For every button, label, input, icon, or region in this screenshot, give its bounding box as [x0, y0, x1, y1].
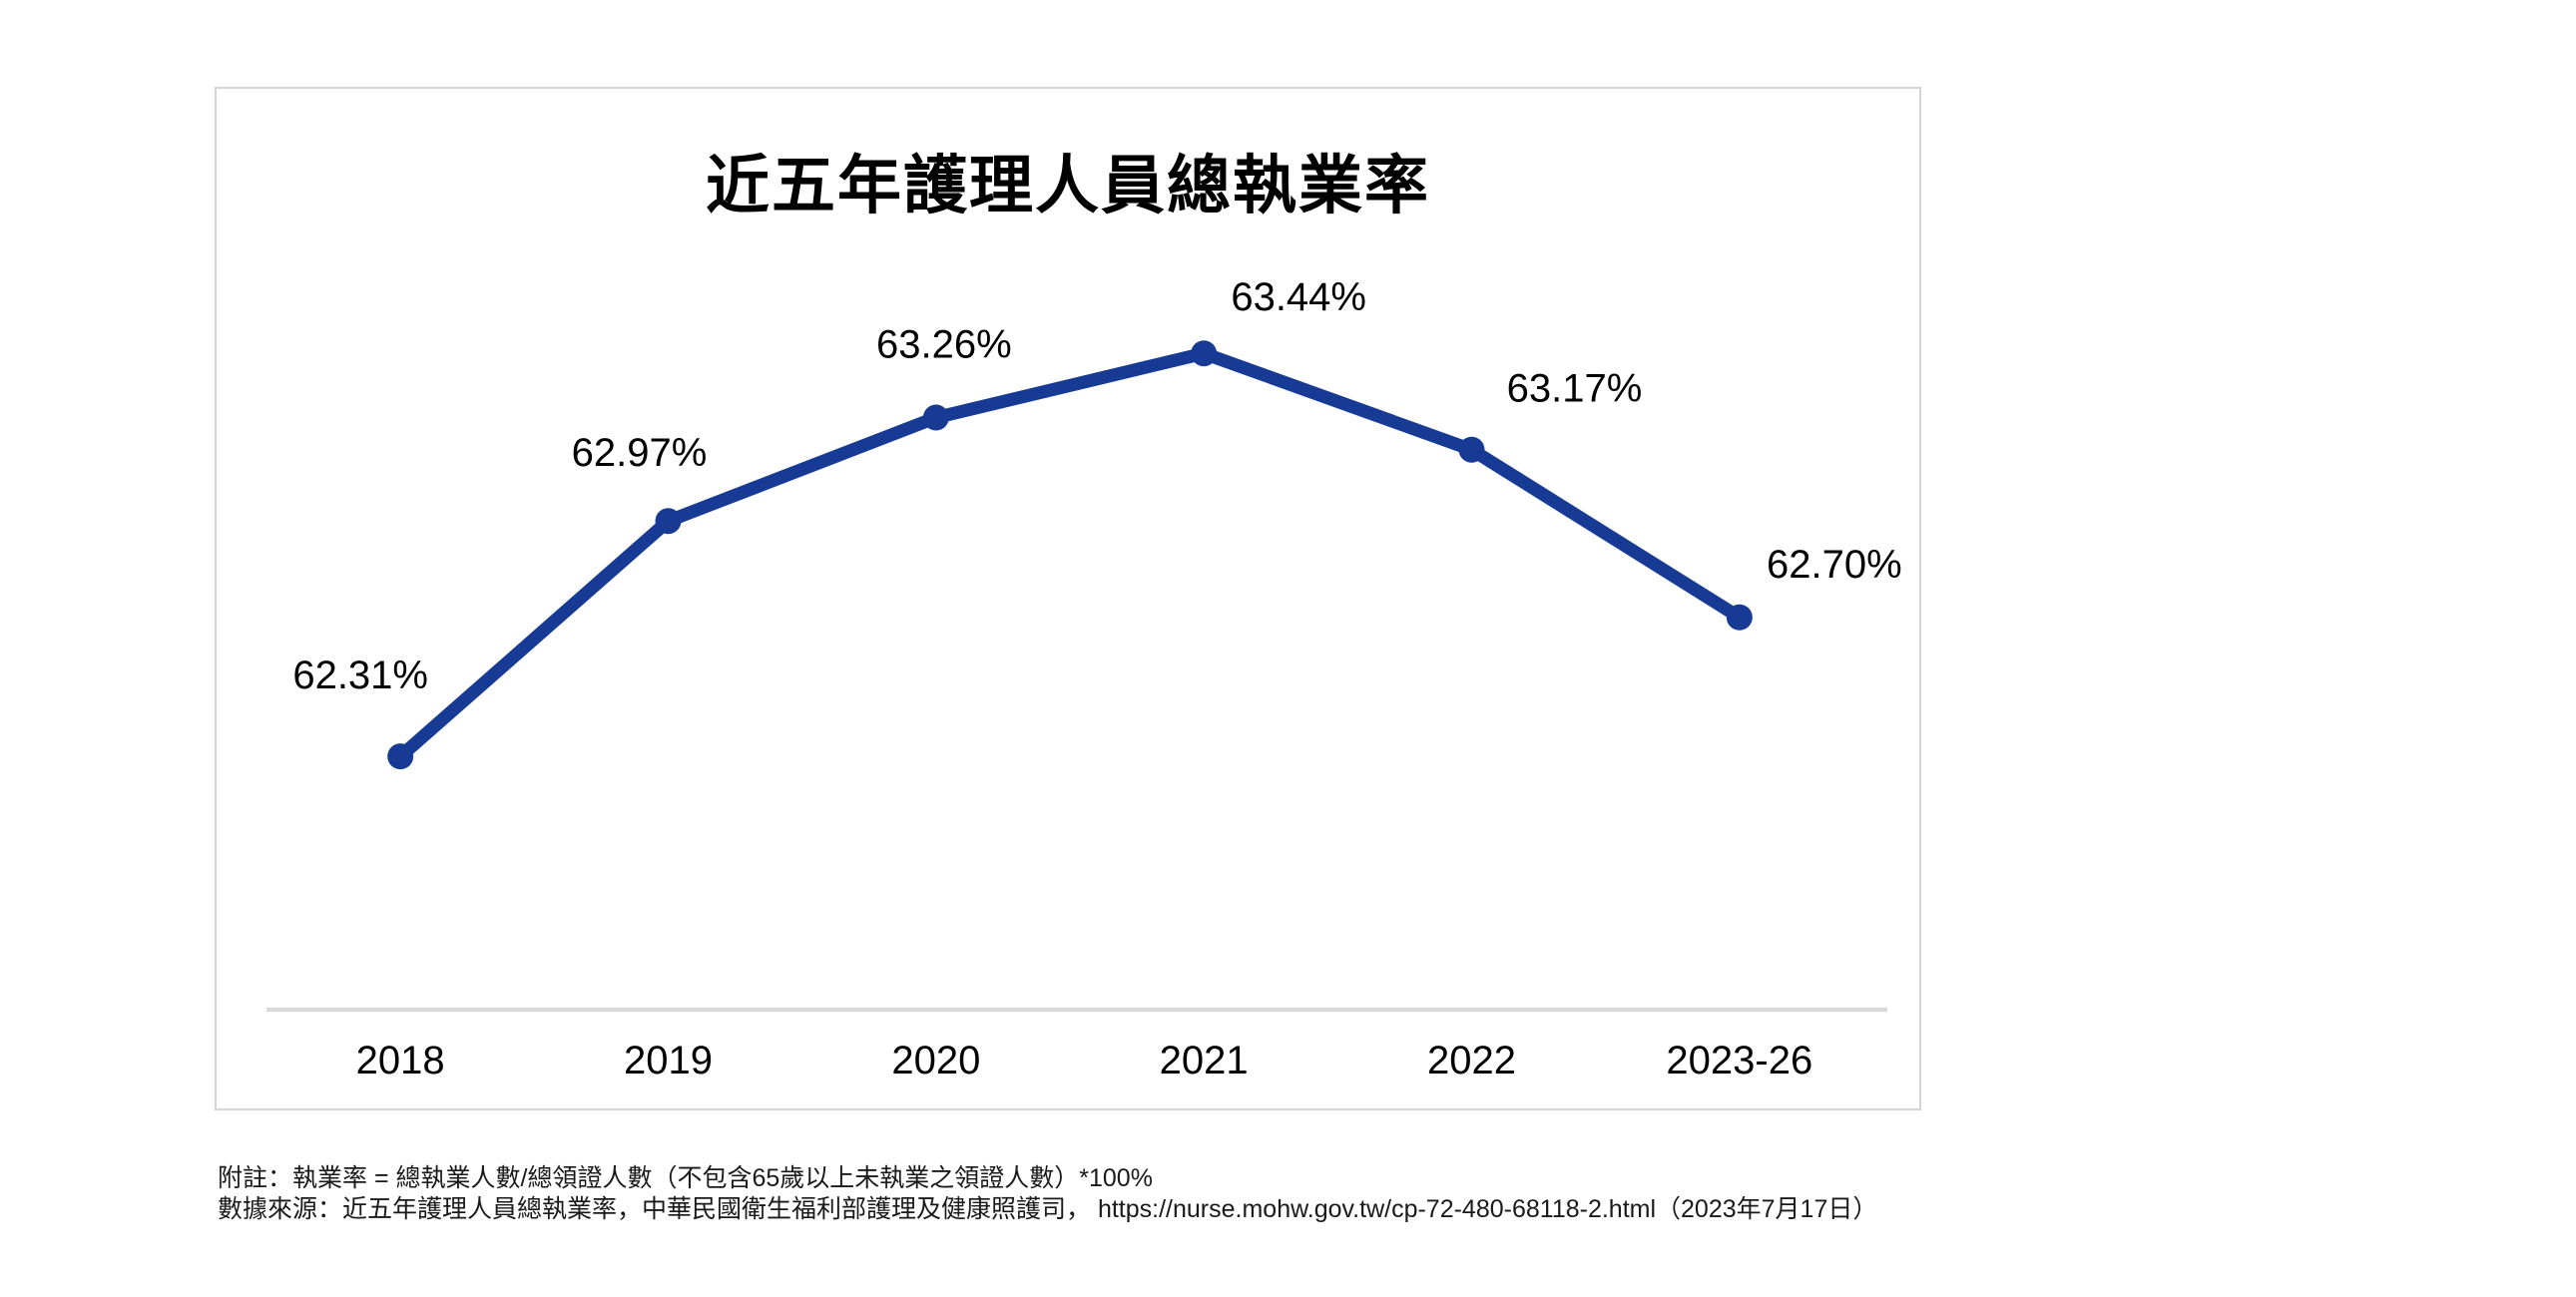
data-point: [1458, 436, 1485, 463]
footnote-definition: 附註：執業率 = 總執業人數/總領證人數（不包含65歲以上未執業之領證人數）*1…: [218, 1164, 1153, 1192]
data-point-label: 63.17%: [1507, 367, 1643, 411]
data-point-label: 62.31%: [292, 653, 428, 697]
data-point-label: 62.70%: [1767, 543, 1902, 587]
footnotes: 附註：執業率 = 總執業人數/總領證人數（不包含65歲以上未執業之領證人數）*1…: [218, 1163, 1877, 1225]
chart-title: 近五年護理人員總執業率: [706, 150, 1430, 221]
data-point: [922, 404, 949, 431]
x-axis-label: 2021: [1160, 1039, 1249, 1082]
series-line: [393, 346, 1747, 763]
x-axis-label: 2023-26: [1666, 1039, 1812, 1082]
x-axis-label: 2019: [624, 1039, 713, 1082]
data-point: [387, 743, 414, 770]
data-point-label: 63.26%: [876, 323, 1012, 367]
data-point: [655, 508, 682, 535]
footnote-source: 數據來源：近五年護理人員總執業率，中華民國衛生福利部護理及健康照護司， http…: [218, 1195, 1878, 1223]
line-chart: 62.31% 2018 62.97% 2019 63.26% 2020 63.44% 2021…: [266, 275, 1902, 1082]
x-axis-label: 2020: [891, 1039, 980, 1082]
data-point: [1726, 604, 1753, 631]
data-point: [1191, 340, 1218, 367]
x-axis-label: 2022: [1427, 1039, 1516, 1082]
x-axis-label: 2018: [356, 1039, 445, 1082]
chart-panel: 近五年護理人員總執業率 62.31% 2018 62.97% 2019 63.26% 20…: [215, 87, 1921, 1110]
data-point-label: 62.97%: [572, 431, 708, 475]
data-point-label: 63.44%: [1231, 275, 1366, 319]
